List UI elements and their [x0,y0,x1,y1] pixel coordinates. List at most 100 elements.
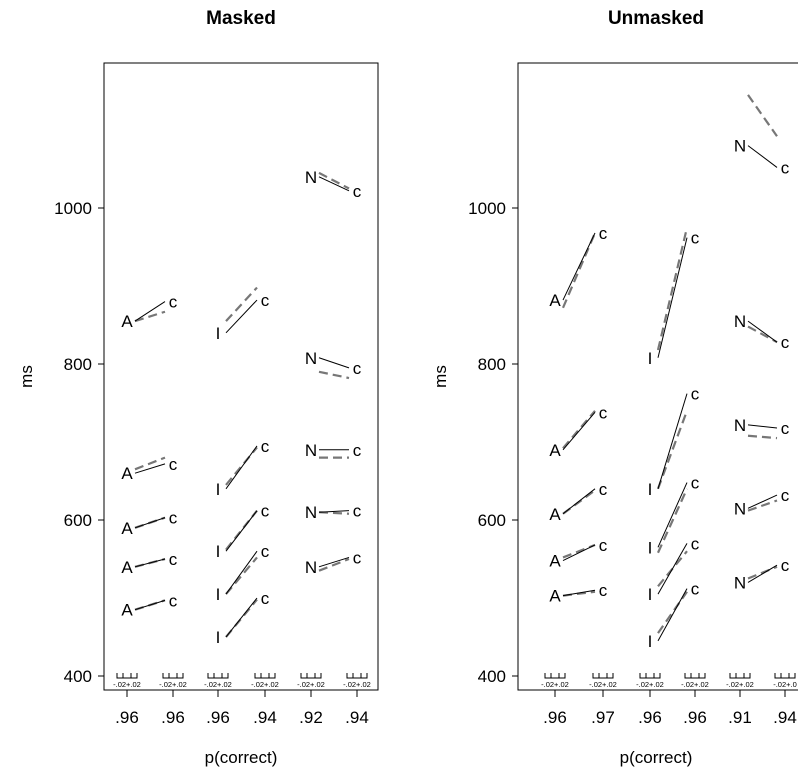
dashed-series-segment [225,286,258,322]
condition-letter-right: c [781,419,790,438]
accuracy-scale-label: -.02+.02 [589,680,617,689]
accuracy-scale-bracket [254,673,276,679]
condition-letter-right: c [781,158,790,177]
solid-series-segment [562,544,596,562]
solid-series-segment [225,299,258,334]
dashed-series-segment [225,556,258,595]
condition-letter-right: c [599,224,608,243]
condition-letter-right: c [691,534,700,553]
dashed-series-segment [318,370,350,380]
dashed-series-segment [134,310,166,323]
accuracy-scale-label: -.02+.02 [681,680,709,689]
solid-series-segment [657,588,688,642]
solid-series-segment [134,558,166,568]
condition-letter-left: I [648,538,653,557]
condition-letter-right: c [261,589,270,608]
solid-series-segment [225,597,258,638]
accuracy-scale-bracket [729,673,751,679]
x-tick-label: .94 [253,708,277,727]
condition-letter-left: I [216,585,221,604]
solid-series-segment [225,445,258,490]
condition-letter-right: c [353,182,362,201]
dashed-series-segment [656,410,689,490]
chart-title: Unmasked [608,8,704,29]
x-tick-label: .96 [638,708,662,727]
dashed-series-segment [747,94,778,137]
dashed-series-segment [656,488,689,554]
dashed-series-segment [562,410,596,449]
y-axis-label: ms [17,365,36,388]
x-tick-label: .96 [683,708,707,727]
condition-letter-right: c [169,455,178,474]
condition-letter-left: N [734,416,746,435]
y-tick-label: 600 [478,511,506,530]
y-tick-label: 600 [64,511,92,530]
condition-letter-left: I [648,585,653,604]
x-tick-label: .94 [345,708,369,727]
condition-letter-right: c [781,556,790,575]
solid-series-segment [134,463,166,474]
condition-letter-left: A [121,558,133,577]
solid-series-segment [134,301,166,322]
condition-letter-right: c [261,291,270,310]
solid-series-segment [562,232,596,301]
y-tick-label: 400 [64,667,92,686]
condition-letter-left: A [549,291,561,310]
condition-letter-right: c [353,441,362,460]
condition-letter-right: c [261,502,270,521]
x-tick-label: .97 [591,708,615,727]
condition-letter-right: c [781,333,790,352]
solid-series-segment [318,556,350,568]
accuracy-scale-label: -.02+.02 [636,680,664,689]
condition-letter-left: I [648,480,653,499]
condition-letter-right: c [353,502,362,521]
accuracy-scale-label: -.02+.02 [541,680,569,689]
x-tick-label: .96 [543,708,567,727]
dashed-series-segment [225,446,258,486]
chart-panel-2: Unmasked 400 600 800 1000 ms .96 -.02+.02 .97 -.0… [431,8,798,767]
dashed-series-segment [318,557,350,572]
condition-letter-left: A [549,505,561,524]
condition-letter-left: N [734,137,746,156]
condition-letter-left: N [734,312,746,331]
condition-letter-left: I [216,324,221,343]
accuracy-scale-bracket [684,673,706,679]
accuracy-scale-bracket [207,673,229,679]
condition-group-2: Ic Ic Ic Ic Ic [216,286,270,647]
condition-letter-right: c [261,437,270,456]
solid-series-segment [318,357,350,369]
dashed-series-segment [747,434,778,440]
condition-letter-left: A [549,587,561,606]
x-tick-label: .96 [115,708,139,727]
accuracy-scale-label: -.02+.02 [159,680,187,689]
condition-letter-left: N [305,168,317,187]
solid-series-segment [225,510,258,552]
condition-letter-right: c [691,385,700,404]
accuracy-scale-label: -.02+.02 [251,680,279,689]
solid-series-segment [134,517,166,529]
condition-letter-left: A [121,464,133,483]
condition-letter-right: c [169,509,178,528]
accuracy-scale-label: -.02+.02 [113,680,141,689]
condition-letter-right: c [691,474,700,493]
chart-title: Masked [206,8,276,29]
condition-letter-left: I [216,542,221,561]
accuracy-scale-label: -.02+.02 [726,680,754,689]
solid-series-segment [657,237,688,358]
accuracy-scale-label: -.02+.02 [204,680,232,689]
dashed-series-segment [318,511,350,515]
dashed-series-segment [134,456,166,471]
condition-letter-left: A [121,519,133,538]
condition-letter-left: N [305,349,317,368]
accuracy-scale-bracket [639,673,661,679]
dashed-series-segment [225,509,258,551]
x-tick-label: .96 [161,708,185,727]
chart-panel-1: Masked 400 600 800 1000 ms .96 -.02+.02 .96 -.02+… [17,8,379,767]
y-tick-label: 1000 [54,199,92,218]
accuracy-scale-bracket [544,673,566,679]
solid-series-segment [562,589,596,597]
accuracy-scale-bracket [116,673,138,679]
